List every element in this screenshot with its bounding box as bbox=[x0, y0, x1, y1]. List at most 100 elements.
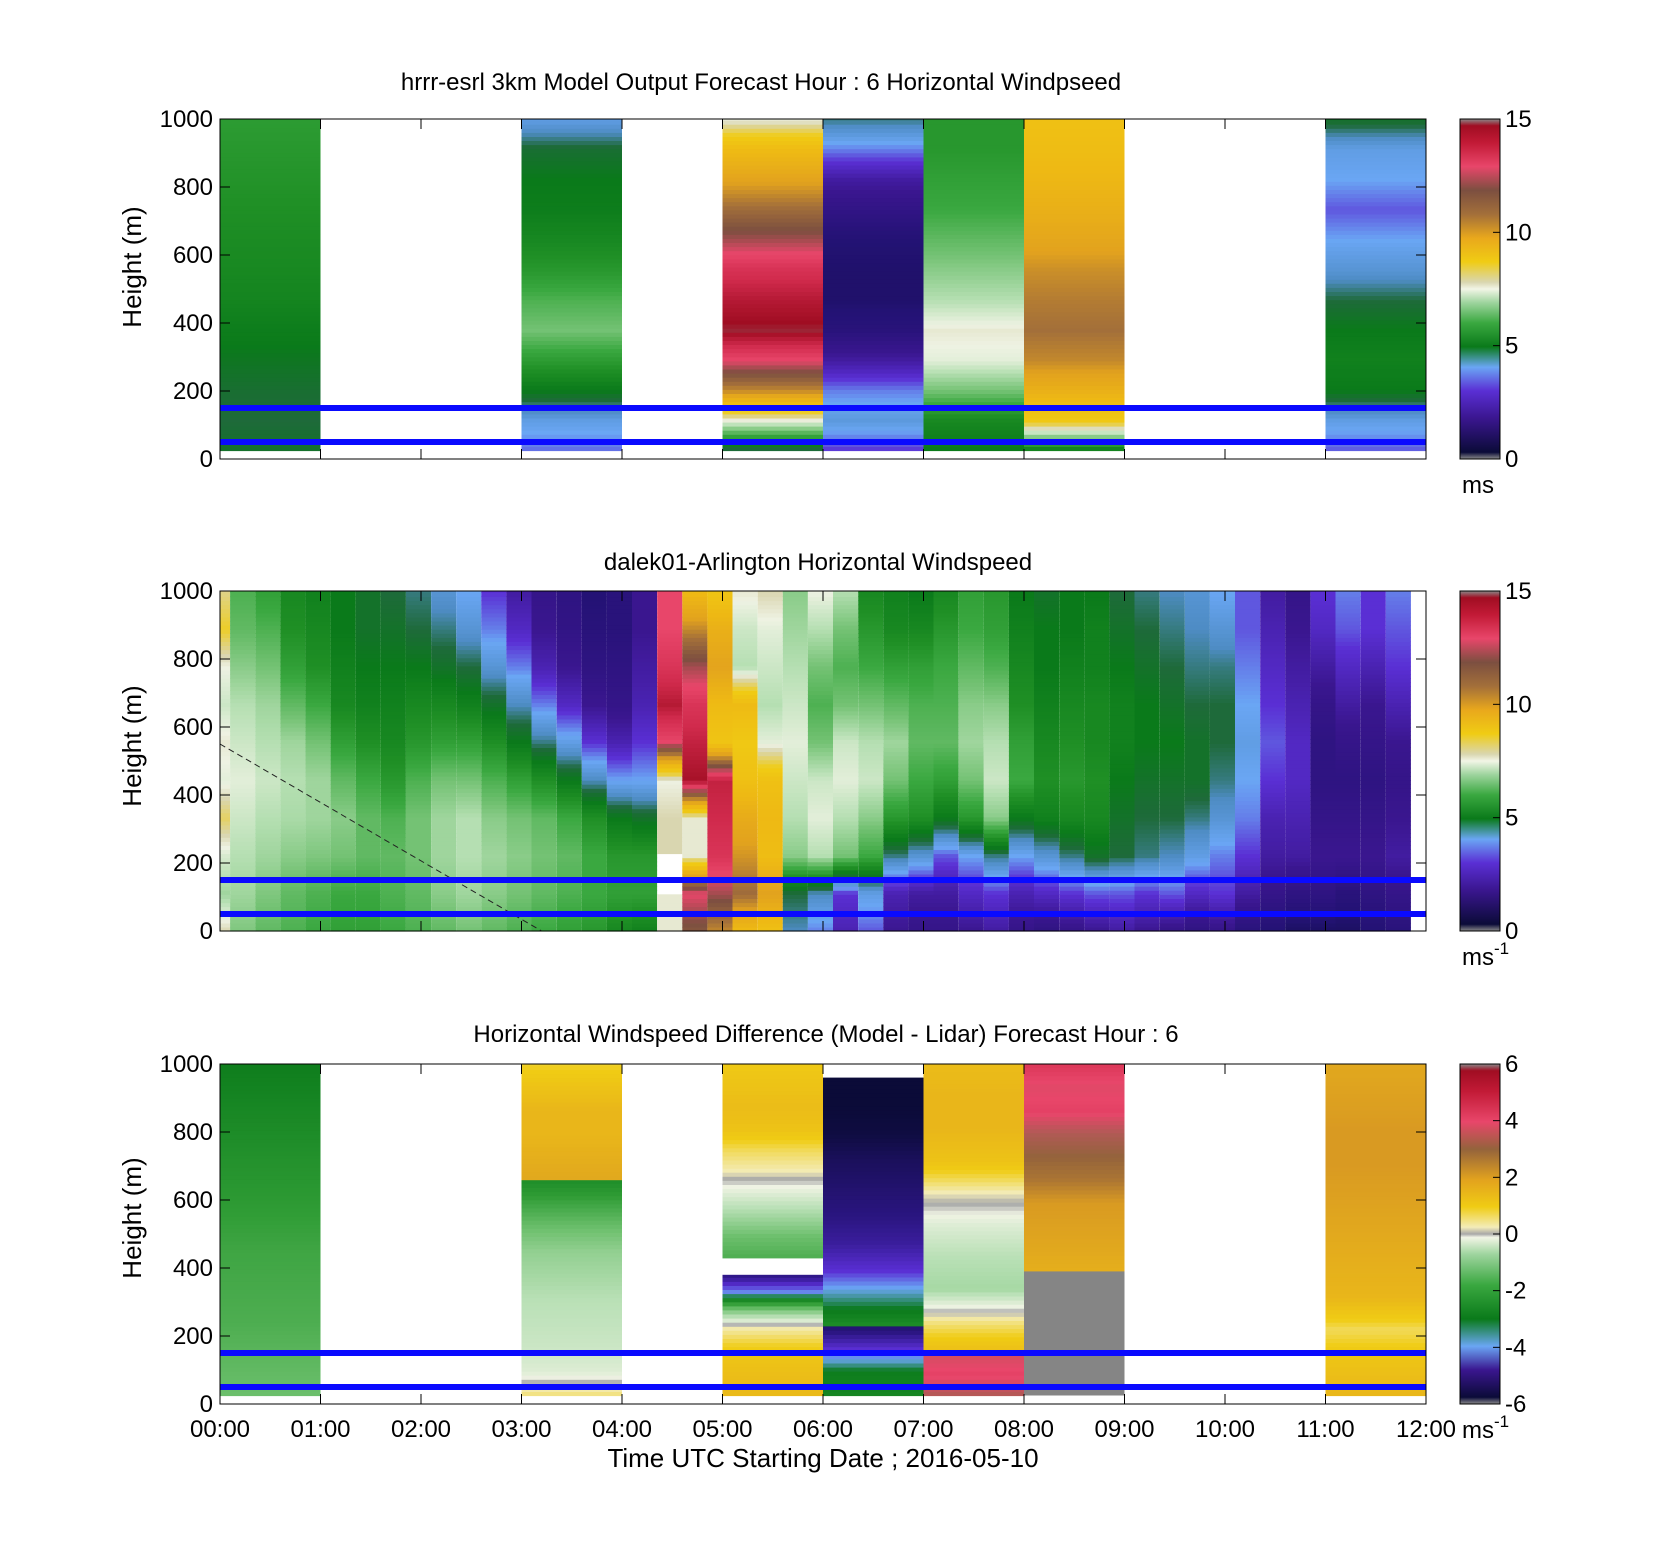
heatmap-cell bbox=[521, 1122, 622, 1128]
heatmap-cell bbox=[1084, 674, 1110, 679]
heatmap-cell bbox=[782, 804, 808, 810]
heatmap-cell bbox=[606, 796, 632, 802]
heatmap-cell bbox=[958, 682, 984, 687]
heatmap-cell bbox=[883, 718, 909, 724]
heatmap-cell bbox=[1159, 861, 1185, 867]
heatmap-cell bbox=[1335, 816, 1361, 822]
heatmap-cell bbox=[1159, 637, 1185, 642]
heatmap-cell bbox=[481, 926, 507, 932]
heatmap-cell bbox=[556, 722, 582, 728]
heatmap-cell bbox=[1209, 633, 1235, 638]
heatmap-cell bbox=[1034, 926, 1060, 932]
heatmap-cell bbox=[983, 653, 1009, 659]
heatmap-cell bbox=[1008, 902, 1034, 908]
heatmap-cell bbox=[707, 816, 733, 822]
heatmap-cell bbox=[883, 865, 909, 871]
heatmap-cell bbox=[983, 727, 1009, 732]
heatmap-cell bbox=[923, 352, 1024, 358]
heatmap-cell bbox=[1034, 727, 1060, 732]
heatmap-cell bbox=[722, 140, 823, 146]
heatmap-cell bbox=[1310, 845, 1336, 850]
heatmap-cell bbox=[1310, 796, 1336, 802]
heatmap-cell bbox=[757, 665, 783, 671]
heatmap-cell bbox=[1209, 702, 1235, 708]
heatmap-cell bbox=[456, 902, 482, 908]
heatmap-cell bbox=[807, 616, 833, 622]
heatmap-cell bbox=[1159, 698, 1185, 704]
heatmap-cell bbox=[933, 661, 959, 667]
heatmap-cell bbox=[1385, 674, 1411, 679]
heatmap-cell bbox=[1059, 629, 1085, 634]
heatmap-cell bbox=[1310, 649, 1336, 655]
heatmap-cell bbox=[1385, 820, 1411, 826]
heatmap-cell bbox=[732, 853, 758, 859]
heatmap-cell bbox=[1285, 788, 1311, 793]
heatmap-cell bbox=[581, 841, 607, 846]
heatmap-cell bbox=[481, 604, 507, 610]
heatmap-cell bbox=[1109, 751, 1135, 757]
heatmap-cell bbox=[531, 861, 557, 867]
heatmap-cell bbox=[431, 694, 457, 700]
heatmap-cell bbox=[722, 421, 823, 427]
heatmap-cell bbox=[858, 710, 884, 716]
heatmap-cell bbox=[732, 865, 758, 871]
heatmap-cell bbox=[1235, 886, 1261, 891]
heatmap-cell bbox=[707, 894, 733, 899]
heatmap-cell bbox=[1134, 718, 1160, 724]
heatmap-cell bbox=[1209, 882, 1235, 887]
heatmap-cell bbox=[833, 784, 859, 789]
heatmap-cell bbox=[506, 922, 532, 928]
heatmap-cell bbox=[380, 767, 406, 773]
heatmap-cell bbox=[657, 604, 683, 610]
heatmap-cell bbox=[1184, 718, 1210, 724]
heatmap-cell bbox=[657, 657, 683, 663]
heatmap-cell bbox=[757, 682, 783, 687]
heatmap-cell bbox=[1385, 780, 1411, 785]
heatmap-cell bbox=[1059, 739, 1085, 744]
heatmap-cell bbox=[521, 1203, 622, 1209]
heatmap-cell bbox=[807, 686, 833, 691]
heatmap-cell bbox=[606, 763, 632, 769]
heatmap-cell bbox=[431, 869, 457, 875]
heatmap-cell bbox=[1325, 397, 1426, 403]
heatmap-cell bbox=[1209, 755, 1235, 761]
heatmap-cell bbox=[1260, 771, 1286, 777]
heatmap-cell bbox=[355, 906, 381, 912]
heatmap-cell bbox=[782, 926, 808, 932]
heatmap-cell bbox=[606, 890, 632, 895]
heatmap-cell bbox=[883, 796, 909, 802]
heatmap-cell bbox=[431, 771, 457, 777]
heatmap-cell bbox=[833, 780, 859, 785]
heatmap-cell bbox=[1385, 808, 1411, 814]
heatmap-cell bbox=[722, 230, 823, 235]
heatmap-cell bbox=[1134, 616, 1160, 622]
heatmap-cell bbox=[431, 841, 457, 846]
heatmap-cell bbox=[722, 348, 823, 354]
heatmap-cell bbox=[1159, 735, 1185, 740]
heatmap-cell bbox=[456, 702, 482, 708]
heatmap-cell bbox=[330, 592, 356, 598]
heatmap-cell bbox=[722, 1277, 823, 1282]
heatmap-cell bbox=[355, 861, 381, 867]
heatmap-cell bbox=[521, 393, 622, 399]
heatmap-cell bbox=[1325, 283, 1426, 288]
heatmap-cell bbox=[1184, 669, 1210, 675]
heatmap-cell bbox=[722, 160, 823, 166]
heatmap-cell bbox=[230, 661, 256, 667]
heatmap-cell bbox=[255, 731, 281, 736]
heatmap-cell bbox=[908, 604, 934, 610]
heatmap-cell bbox=[330, 616, 356, 622]
heatmap-cell bbox=[757, 706, 783, 712]
heatmap-cell bbox=[757, 853, 783, 859]
heatmap-cell bbox=[506, 625, 532, 630]
heatmap-cell bbox=[833, 620, 859, 626]
heatmap-cell bbox=[255, 604, 281, 610]
heatmap-cell bbox=[1335, 890, 1361, 895]
heatmap-cell bbox=[833, 816, 859, 822]
heatmap-cell bbox=[722, 1322, 823, 1327]
heatmap-cell bbox=[1109, 592, 1135, 598]
heatmap-cell bbox=[823, 213, 924, 219]
heatmap-cell bbox=[355, 739, 381, 744]
heatmap-cell bbox=[1134, 731, 1160, 736]
heatmap-cell bbox=[220, 1366, 321, 1372]
